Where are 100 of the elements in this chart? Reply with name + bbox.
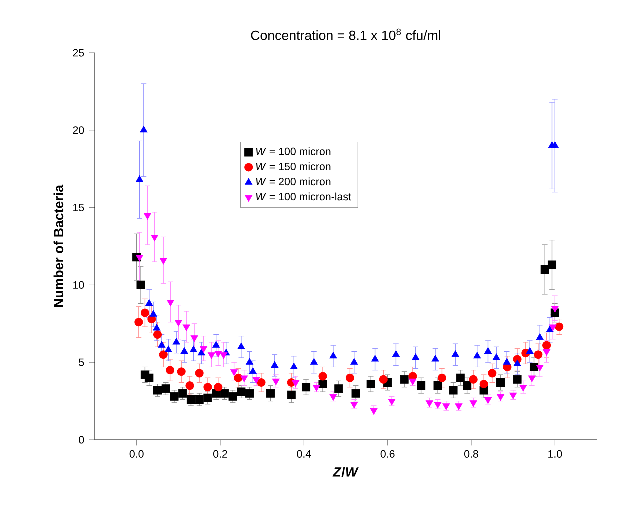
point	[214, 383, 223, 392]
point	[392, 350, 400, 358]
point	[153, 386, 162, 395]
point	[551, 142, 559, 148]
point	[366, 380, 376, 389]
point	[434, 382, 442, 390]
point	[546, 326, 554, 332]
point	[177, 368, 186, 376]
x-axis-title: Z/W	[332, 467, 359, 478]
point	[246, 358, 254, 365]
point	[334, 384, 344, 394]
point	[195, 395, 204, 404]
x-tick-label: 0.8	[464, 450, 478, 458]
point	[200, 346, 208, 353]
point	[136, 176, 144, 182]
point	[318, 380, 328, 389]
point	[150, 310, 158, 317]
point	[346, 374, 354, 382]
point	[449, 386, 458, 395]
point	[190, 346, 198, 352]
point	[480, 380, 488, 389]
point	[164, 346, 172, 352]
point	[174, 320, 182, 327]
point	[158, 341, 166, 348]
point	[463, 382, 472, 390]
point	[228, 392, 238, 401]
point	[170, 392, 179, 401]
point	[412, 354, 420, 360]
point	[388, 399, 396, 406]
point	[496, 378, 506, 387]
y-tick-label: 15	[74, 204, 84, 212]
point	[302, 383, 311, 392]
point	[492, 354, 500, 360]
point	[136, 280, 146, 290]
point	[140, 308, 150, 318]
point	[136, 255, 144, 262]
y-tick-label: 0	[79, 436, 84, 444]
point	[456, 374, 465, 382]
point	[140, 126, 148, 133]
point	[153, 324, 161, 331]
point	[195, 369, 204, 378]
point	[180, 347, 188, 354]
point	[271, 361, 279, 368]
point	[442, 404, 450, 410]
point	[272, 378, 280, 386]
x-tick-label: 0.4	[297, 450, 312, 458]
point	[134, 318, 144, 327]
legend-label: W = 150 micron	[256, 162, 331, 171]
x-tick-label: 1.0	[548, 450, 562, 458]
point	[266, 389, 275, 398]
point	[162, 384, 170, 394]
point	[510, 392, 518, 400]
point	[474, 352, 482, 359]
point	[543, 349, 551, 356]
x-tick-label: 0.6	[380, 450, 395, 458]
point	[536, 334, 544, 340]
point	[438, 374, 446, 382]
point	[409, 378, 417, 386]
point	[310, 358, 318, 365]
point	[330, 394, 338, 401]
point	[549, 324, 557, 332]
point	[469, 375, 478, 384]
point	[208, 352, 216, 360]
point	[249, 368, 257, 374]
y-tick-label: 20	[73, 126, 84, 134]
point	[186, 395, 196, 404]
point	[434, 402, 442, 409]
point	[503, 358, 511, 365]
point	[528, 376, 536, 382]
point	[166, 300, 174, 306]
point	[534, 350, 543, 360]
point	[237, 388, 246, 396]
legend-label: W = 200 micron	[256, 178, 331, 186]
point	[238, 342, 246, 350]
point	[330, 352, 338, 359]
y-tick-label: 5	[79, 358, 84, 366]
point	[190, 336, 198, 342]
point	[166, 366, 175, 375]
point	[452, 350, 460, 358]
point	[290, 362, 298, 370]
point	[186, 382, 194, 390]
point	[204, 383, 212, 392]
point	[220, 389, 229, 398]
point	[555, 322, 564, 332]
point	[488, 369, 497, 378]
chart-title: Concentration = 8.1 x 10$^{8}$ cfu/ml	[251, 28, 440, 40]
point	[178, 389, 188, 398]
point	[513, 375, 522, 384]
x-tick-label: 0.2	[214, 450, 228, 458]
point	[455, 404, 463, 410]
point	[312, 385, 320, 392]
point	[526, 347, 534, 354]
point	[198, 349, 206, 356]
point	[540, 265, 550, 274]
point	[146, 300, 154, 306]
y-axis-title: Number of Bacteria	[54, 184, 64, 308]
point	[497, 394, 505, 401]
point	[548, 260, 557, 270]
point	[160, 258, 168, 265]
point	[287, 390, 296, 400]
